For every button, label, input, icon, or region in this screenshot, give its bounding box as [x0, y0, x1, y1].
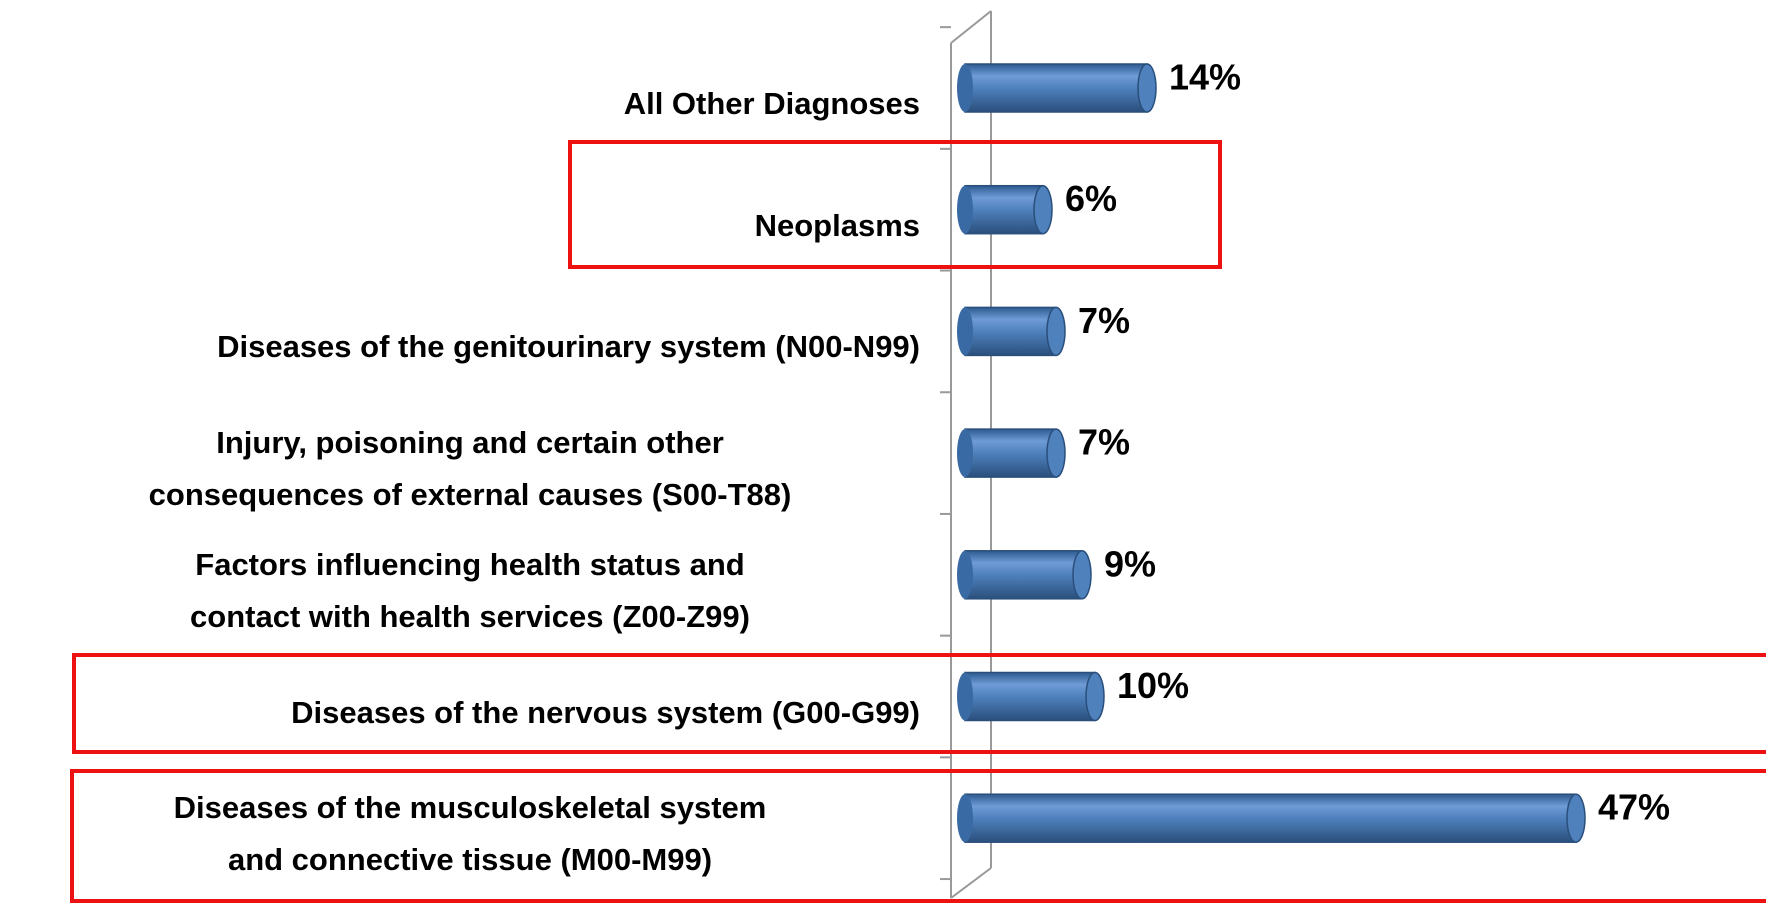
bar-body: [964, 63, 1148, 113]
bar-body: [964, 306, 1057, 357]
bar: [957, 184, 1053, 235]
bar-cap: [1566, 793, 1586, 843]
value-label: 9%: [1104, 543, 1156, 584]
value-label: 10%: [1117, 665, 1189, 706]
bar-cap-left: [957, 672, 973, 721]
bar-cap-left: [957, 64, 973, 112]
bar-body: [964, 550, 1083, 600]
bar-cap: [1085, 671, 1105, 722]
bar-cap: [1137, 63, 1157, 113]
bar: [957, 550, 1092, 600]
bar: [957, 428, 1066, 478]
category-text: Diseases of the nervous system (G00-G99): [291, 694, 920, 730]
bar-body: [964, 793, 1577, 843]
bar-cap-left: [957, 307, 973, 356]
bar-cap-left: [957, 429, 973, 478]
value-label: 47%: [1598, 787, 1670, 828]
bar: [957, 793, 1586, 843]
bars: 14% 6% 7% 7% 9% 10% 47%: [957, 57, 1670, 843]
category-label: Injury, poisoning and certain other cons…: [20, 417, 920, 521]
value-label: 7%: [1078, 300, 1130, 341]
highlight-boxes: [70, 140, 1766, 903]
bar-body: [964, 428, 1057, 478]
bar-cap-left: [957, 550, 973, 599]
category-label: Factors influencing health status and co…: [20, 539, 920, 643]
bar-cap-left: [957, 794, 973, 843]
value-label: 6%: [1065, 178, 1117, 219]
bar: [957, 671, 1105, 722]
category-text: Neoplasms: [754, 207, 920, 243]
bar: [957, 63, 1157, 113]
category-text: All Other Diagnoses: [623, 86, 920, 121]
bar-cap: [1046, 306, 1066, 357]
bar-cap: [1033, 184, 1053, 235]
category-label: Diseases of the nervous system (G00-G99): [20, 687, 920, 739]
bar-cap: [1046, 428, 1066, 478]
value-label: 14%: [1169, 57, 1241, 98]
category-text: Injury, poisoning and certain other cons…: [148, 425, 792, 513]
value-label: 7%: [1078, 422, 1130, 463]
bar-body: [964, 671, 1096, 722]
category-label: Neoplasms: [20, 200, 920, 252]
category-text: Diseases of the musculoskeletal system a…: [173, 790, 767, 878]
category-label: Diseases of the musculoskeletal system a…: [20, 782, 920, 886]
category-label: Diseases of the genitourinary system (N0…: [20, 321, 920, 373]
bar-body: [964, 184, 1044, 235]
bar-cap: [1072, 550, 1092, 600]
bar-cap-left: [957, 185, 973, 234]
category-text: Diseases of the genitourinary system (N0…: [217, 329, 920, 365]
category-text: Factors influencing health status and co…: [190, 546, 750, 634]
category-label: All Other Diagnoses: [20, 78, 920, 130]
bar: [957, 306, 1066, 357]
axis-ticks: [940, 26, 951, 881]
